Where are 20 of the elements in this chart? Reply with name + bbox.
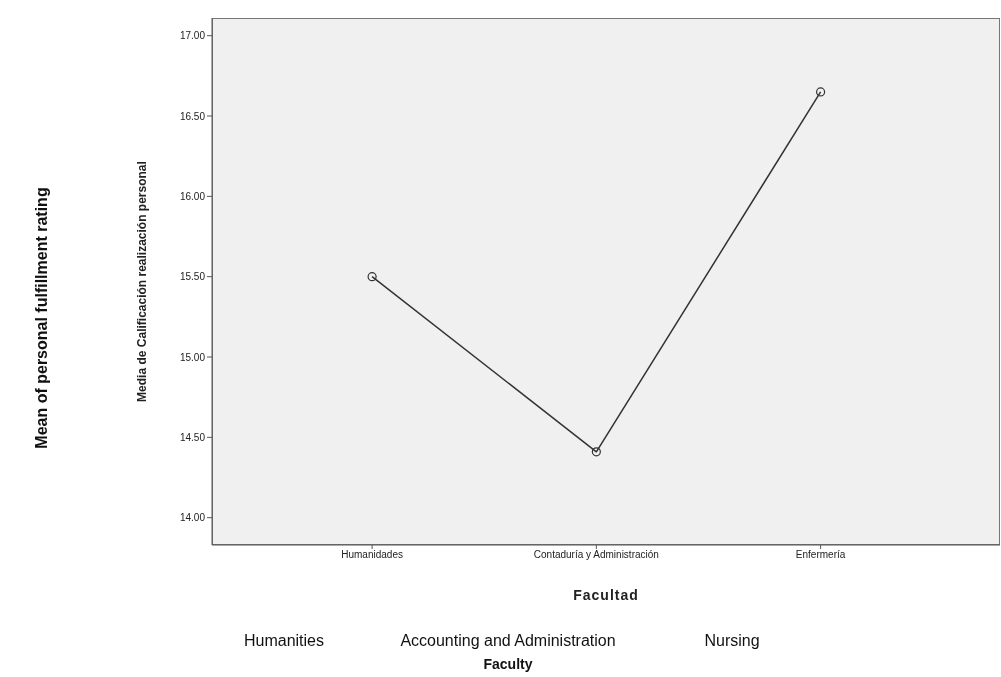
y-tick-label: 16.50 [179, 110, 206, 122]
y-tick-label: 17.00 [179, 30, 206, 42]
text: Accounting and Administration [400, 632, 616, 650]
text: Mean of personal fulfillment rating [33, 187, 51, 449]
y-tick-label: 15.50 [179, 271, 206, 283]
x-tick-label: Enfermería [795, 549, 846, 561]
y-axis-title: Media de Calificación realización personal [135, 161, 150, 402]
text: Nursing [704, 632, 760, 650]
text: Humanities [243, 632, 325, 650]
point [591, 447, 601, 457]
x-axis-title: Facultad [573, 587, 639, 603]
y-tick-label: 14.00 [179, 512, 206, 524]
y-tick-label: 16.00 [179, 190, 206, 202]
x-tick-label: Contaduría y Administración [533, 549, 659, 561]
x-tick-label: Humanidades [341, 549, 403, 561]
point [816, 87, 826, 97]
y-tick-label: 14.50 [179, 431, 206, 443]
text: Faculty [483, 656, 533, 672]
point [367, 272, 377, 282]
y-tick-label: 15.00 [179, 351, 206, 363]
